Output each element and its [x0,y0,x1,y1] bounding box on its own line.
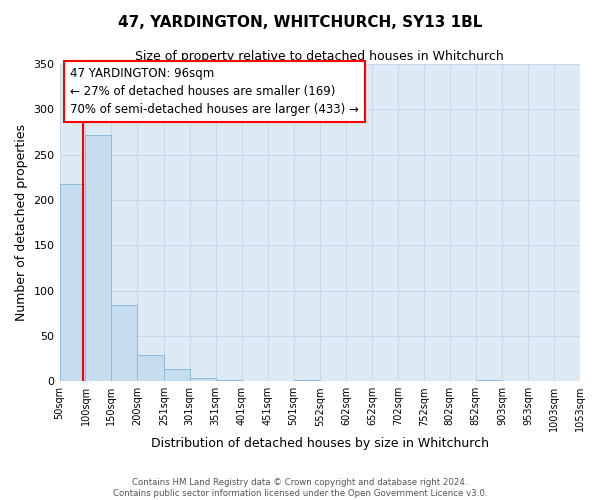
Text: 47, YARDINGTON, WHITCHURCH, SY13 1BL: 47, YARDINGTON, WHITCHURCH, SY13 1BL [118,15,482,30]
Bar [85,135,112,381]
Bar [137,355,164,381]
Y-axis label: Number of detached properties: Number of detached properties [15,124,28,321]
Bar [164,370,190,381]
Bar [112,305,137,381]
Bar [190,378,216,381]
Text: Contains HM Land Registry data © Crown copyright and database right 2024.
Contai: Contains HM Land Registry data © Crown c… [113,478,487,498]
X-axis label: Distribution of detached houses by size in Whitchurch: Distribution of detached houses by size … [151,437,489,450]
Text: 47 YARDINGTON: 96sqm
← 27% of detached houses are smaller (169)
70% of semi-deta: 47 YARDINGTON: 96sqm ← 27% of detached h… [70,68,359,116]
Bar [216,380,242,381]
Bar [59,184,85,381]
Title: Size of property relative to detached houses in Whitchurch: Size of property relative to detached ho… [136,50,504,63]
Bar [293,380,320,381]
Bar [476,380,502,381]
